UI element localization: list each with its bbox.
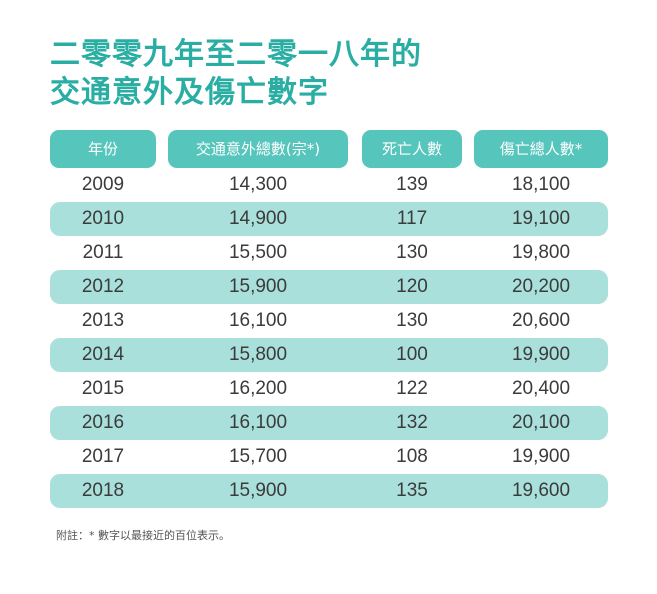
cell-accidents: 16,100 xyxy=(228,412,288,433)
cell-casualties: 19,900 xyxy=(511,344,571,365)
row-stripe xyxy=(50,202,608,236)
table-row: 2015 16,200 122 20,400 xyxy=(50,372,608,406)
cell-deaths: 122 xyxy=(396,378,428,399)
cell-deaths: 108 xyxy=(396,446,428,467)
cell-year: 2015 xyxy=(81,378,125,399)
table-row: 2018 15,900 135 19,600 xyxy=(50,474,608,508)
cell-casualties: 20,200 xyxy=(511,276,571,297)
footnote: 附註：* 數字以最接近的百位表示。 xyxy=(56,529,230,542)
cell-casualties: 20,600 xyxy=(511,310,571,331)
cell-accidents: 16,200 xyxy=(228,378,288,399)
cell-casualties: 18,100 xyxy=(511,174,571,195)
cell-year: 2012 xyxy=(81,276,125,297)
page-title: 二零零九年至二零一八年的 交通意外及傷亡數字 xyxy=(50,36,422,112)
cell-accidents: 15,800 xyxy=(228,344,288,365)
cell-accidents: 16,100 xyxy=(228,310,288,331)
cell-year: 2010 xyxy=(81,208,125,229)
cell-deaths: 135 xyxy=(396,480,428,501)
cell-year: 2017 xyxy=(81,446,125,467)
cell-deaths: 132 xyxy=(396,412,428,433)
cell-deaths: 139 xyxy=(396,174,428,195)
table-row: 2017 15,700 108 19,900 xyxy=(50,440,608,474)
cell-year: 2011 xyxy=(82,242,124,263)
cell-casualties: 19,100 xyxy=(511,208,571,229)
row-stripe xyxy=(50,270,608,304)
cell-casualties: 19,900 xyxy=(511,446,571,467)
cell-accidents: 15,900 xyxy=(228,480,288,501)
cell-year: 2016 xyxy=(81,412,125,433)
cell-deaths: 100 xyxy=(396,344,428,365)
cell-accidents: 14,300 xyxy=(228,174,288,195)
table-row: 2014 15,800 100 19,900 xyxy=(50,338,608,372)
table-row: 2011 15,500 130 19,800 xyxy=(50,236,608,270)
column-header-year: 年份 xyxy=(50,130,156,168)
table-header: 年份 交通意外總數(宗*) 死亡人數 傷亡總人數* xyxy=(50,130,608,168)
row-stripe xyxy=(50,406,608,440)
table-body: 2009 14,300 139 18,100 2010 14,900 117 19,100 20… xyxy=(50,168,608,508)
cell-casualties: 19,800 xyxy=(511,242,571,263)
column-header-deaths: 死亡人數 xyxy=(362,130,462,168)
column-header-casualties: 傷亡總人數* xyxy=(474,130,608,168)
cell-deaths: 130 xyxy=(396,242,428,263)
table-row: 2013 16,100 130 20,600 xyxy=(50,304,608,338)
statistics-table: 年份 交通意外總數(宗*) 死亡人數 傷亡總人數* 2009 14,300 139 1… xyxy=(50,130,608,508)
cell-accidents: 15,900 xyxy=(228,276,288,297)
cell-accidents: 15,500 xyxy=(228,242,288,263)
title-line-2: 交通意外及傷亡數字 xyxy=(50,75,329,110)
cell-casualties: 19,600 xyxy=(511,480,571,501)
cell-year: 2009 xyxy=(81,174,125,195)
table-row: 2012 15,900 120 20,200 xyxy=(50,270,608,304)
table-row: 2009 14,300 139 18,100 xyxy=(50,168,608,202)
column-header-accidents: 交通意外總數(宗*) xyxy=(168,130,348,168)
row-stripe xyxy=(50,474,608,508)
cell-deaths: 117 xyxy=(396,208,428,229)
table-row: 2010 14,900 117 19,100 xyxy=(50,202,608,236)
cell-year: 2014 xyxy=(81,344,125,365)
cell-accidents: 14,900 xyxy=(228,208,288,229)
cell-deaths: 120 xyxy=(396,276,428,297)
cell-year: 2013 xyxy=(81,310,125,331)
cell-accidents: 15,700 xyxy=(228,446,288,467)
cell-year: 2018 xyxy=(81,480,125,501)
cell-casualties: 20,100 xyxy=(511,412,571,433)
cell-casualties: 20,400 xyxy=(511,378,571,399)
row-stripe xyxy=(50,338,608,372)
cell-deaths: 130 xyxy=(396,310,428,331)
title-line-1: 二零零九年至二零一八年的 xyxy=(50,37,422,72)
table-row: 2016 16,100 132 20,100 xyxy=(50,406,608,440)
